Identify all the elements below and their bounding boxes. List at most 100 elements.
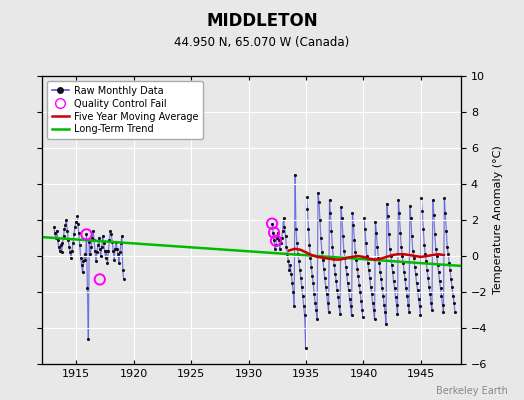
Point <box>322 283 330 290</box>
Point <box>322 290 331 297</box>
Point <box>67 255 75 261</box>
Point <box>429 197 437 203</box>
Point <box>314 190 322 196</box>
Point <box>313 316 321 322</box>
Point <box>445 260 453 266</box>
Point <box>422 258 430 265</box>
Point <box>337 215 346 222</box>
Point <box>384 213 392 220</box>
Point <box>330 262 339 268</box>
Point <box>410 255 418 261</box>
Point <box>74 229 83 236</box>
Point <box>424 274 432 281</box>
Point <box>451 309 459 315</box>
Point <box>332 278 341 284</box>
Point <box>371 218 379 225</box>
Point <box>334 294 342 301</box>
Point <box>442 228 451 234</box>
Point <box>73 213 81 220</box>
Point <box>88 235 96 241</box>
Point <box>328 228 336 234</box>
Point <box>423 267 431 274</box>
Point <box>361 226 369 232</box>
Point <box>439 309 447 315</box>
Point <box>382 321 390 328</box>
Point <box>385 231 393 238</box>
Point <box>360 215 368 222</box>
Point <box>428 307 436 313</box>
Point <box>288 280 297 286</box>
Point <box>434 269 443 275</box>
Point <box>291 172 299 178</box>
Point <box>276 246 284 252</box>
Point <box>275 237 283 243</box>
Point <box>433 262 442 268</box>
Point <box>368 300 377 306</box>
Point <box>348 210 357 216</box>
Point <box>444 251 452 258</box>
Point <box>300 303 308 310</box>
Point <box>416 312 424 318</box>
Point <box>95 246 104 252</box>
Point <box>430 211 438 218</box>
Point <box>414 296 423 302</box>
Point <box>380 302 388 308</box>
Point <box>446 267 454 274</box>
Point <box>376 269 385 275</box>
Point <box>383 201 391 207</box>
Point <box>328 244 336 250</box>
Point <box>118 233 126 239</box>
Point <box>450 300 458 306</box>
Text: Berkeley Earth: Berkeley Earth <box>436 386 508 396</box>
Point <box>409 247 417 254</box>
Point <box>117 240 125 246</box>
Point <box>329 255 337 261</box>
Point <box>416 303 424 310</box>
Point <box>321 274 329 281</box>
Point <box>365 267 373 274</box>
Point <box>52 228 61 234</box>
Point <box>324 309 333 315</box>
Point <box>100 240 108 246</box>
Point <box>311 300 319 306</box>
Point <box>410 264 419 270</box>
Point <box>116 249 124 256</box>
Point <box>99 233 107 239</box>
Point <box>95 235 103 241</box>
Point <box>402 285 410 292</box>
Point <box>333 287 342 294</box>
Point <box>270 229 278 236</box>
Point <box>315 199 323 205</box>
Point <box>58 240 67 246</box>
Point <box>374 255 383 261</box>
Point <box>438 302 446 308</box>
Point <box>66 249 74 256</box>
Point <box>367 290 376 297</box>
Point <box>448 283 456 290</box>
Point <box>411 271 420 277</box>
Point <box>83 285 92 292</box>
Point <box>420 242 429 248</box>
Point <box>289 289 298 295</box>
Point <box>441 210 450 216</box>
Point <box>426 290 434 297</box>
Point <box>375 260 384 266</box>
Point <box>85 238 93 245</box>
Point <box>417 195 425 202</box>
Point <box>78 262 86 268</box>
Point <box>353 266 362 272</box>
Point <box>319 256 327 263</box>
Point <box>394 197 402 203</box>
Point <box>72 218 80 225</box>
Point <box>94 242 102 248</box>
Point <box>366 283 375 290</box>
Point <box>357 298 365 304</box>
Point <box>387 253 395 259</box>
Point <box>51 229 59 236</box>
Point <box>373 244 381 250</box>
Point <box>70 231 78 238</box>
Point <box>306 255 314 261</box>
Point <box>281 233 290 239</box>
Point <box>118 267 127 274</box>
Point <box>60 226 69 232</box>
